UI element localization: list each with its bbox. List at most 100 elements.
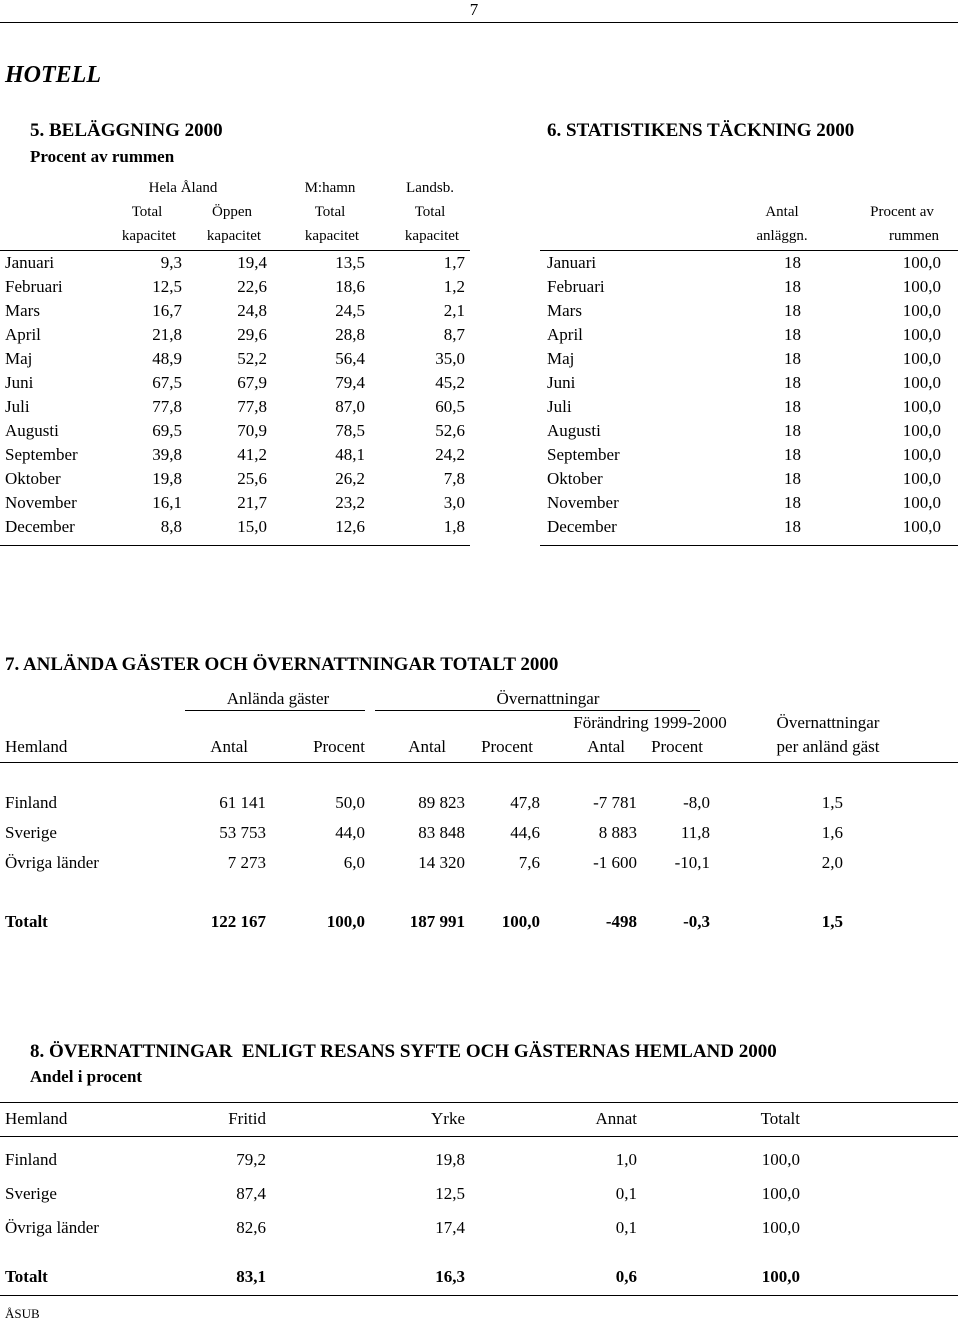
cell: 1,7 [443,253,465,272]
row-label: Maj [547,349,575,368]
cell: 2,1 [443,301,465,320]
row-label: Oktober [547,469,603,488]
rule [0,1136,958,1137]
cell: 21,8 [152,325,182,344]
cell: 2,0 [821,853,843,872]
cell: -498 [605,912,637,931]
row-label: Finland [5,793,57,812]
cell: 29,6 [237,325,267,344]
cell: 24,5 [335,301,365,320]
cell: 45,2 [435,373,465,392]
rule [0,22,958,23]
cell: 14 320 [418,853,465,872]
footer: ÅSUB [5,1306,40,1321]
row-label: Januari [5,253,55,272]
cell: 18 [784,445,801,464]
header: Antal [765,204,799,220]
cell: 83,1 [236,1267,266,1286]
cell: 16,1 [152,493,182,512]
row-label: Maj [5,349,33,368]
cell: 23,2 [335,493,365,512]
cell: 25,6 [237,469,267,488]
header: kapacitet [304,228,360,244]
cell: -7 781 [593,793,637,812]
row-label: Juli [5,397,30,416]
cell: 18 [784,469,801,488]
header: Annat [595,1109,637,1128]
cell: 100,0 [902,469,941,488]
cell: -10,1 [674,853,710,872]
cell: 87,0 [335,397,365,416]
cell: 7,6 [518,853,540,872]
header: kapacitet [206,228,262,244]
page-number: 7 [469,0,479,19]
cell: 15,0 [237,517,267,536]
heading: 7. ANLÄNDA GÄSTER OCH ÖVERNATTNINGAR TOT… [5,654,559,675]
row-label: Totalt [5,912,48,931]
cell: 12,5 [152,277,182,296]
row-label: Mars [547,301,582,320]
rule [185,710,365,711]
cell: 18 [784,421,801,440]
cell: 26,2 [335,469,365,488]
cell: 70,9 [237,421,267,440]
cell: 83 848 [418,823,465,842]
cell: 18 [784,397,801,416]
header: kapacitet [404,228,460,244]
cell: 1,8 [443,517,465,536]
cell: 60,5 [435,397,465,416]
header: Total [314,204,346,220]
cell: 53 753 [219,823,266,842]
cell: 12,6 [335,517,365,536]
cell: 8,8 [160,517,182,536]
row-label: Övriga länder [5,853,99,872]
header: Hemland [5,1109,68,1128]
row-label: Augusti [5,421,59,440]
cell: 100,0 [902,301,941,320]
header: per anländ gäst [776,737,880,756]
cell: 100,0 [326,912,365,931]
cell: 11,8 [680,823,710,842]
cell: 16,3 [435,1267,465,1286]
cell: 39,8 [152,445,182,464]
cell: 79,2 [236,1150,266,1169]
header: Fritid [228,1109,266,1128]
rule [540,250,958,251]
cell: 1,6 [821,823,843,842]
row-label: Finland [5,1150,57,1169]
header: Procent [651,737,703,756]
header: Procent av [870,204,934,220]
cell: 35,0 [435,349,465,368]
header: Övernattningar [496,689,600,708]
cell: 18 [784,253,801,272]
row-label: April [547,325,583,344]
header: M:hamn [304,180,356,196]
row-label: Mars [5,301,40,320]
cell: 7 273 [227,853,266,872]
cell: 24,2 [435,445,465,464]
rule [0,1295,958,1296]
header: Hemland [5,737,68,756]
cell: -0,3 [683,912,710,931]
cell: 1,5 [821,912,843,931]
cell: 18 [784,277,801,296]
row-label: September [5,445,78,464]
header: Procent [313,737,365,756]
cell: 1,5 [821,793,843,812]
header: Totalt [760,1109,800,1128]
header: Total [131,204,163,220]
heading: 5. BELÄGGNING 2000 [30,120,223,141]
cell: 77,8 [237,397,267,416]
cell: 6,0 [343,853,365,872]
row-label: September [547,445,620,464]
row-label: November [5,493,77,512]
cell: 78,5 [335,421,365,440]
cell: 8,7 [443,325,465,344]
row-label: December [547,517,617,536]
cell: 18 [784,349,801,368]
row-label: Oktober [5,469,61,488]
row-label: Juli [547,397,572,416]
page-title: HOTELL [5,62,101,88]
header: Landsb. [406,180,454,196]
